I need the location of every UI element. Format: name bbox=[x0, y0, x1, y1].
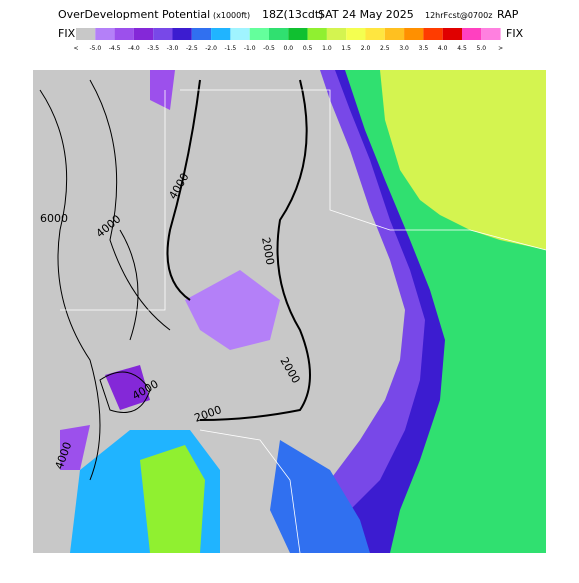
color-swatch bbox=[442, 28, 462, 40]
color-swatch bbox=[288, 28, 308, 40]
lower-blue bbox=[270, 440, 370, 553]
header: OverDevelopment Potential (x1000ft) 18Z(… bbox=[58, 8, 524, 40]
colorbar-label: -0.5 bbox=[263, 45, 275, 52]
contour-label: 2000 bbox=[259, 236, 277, 266]
colorbar-label: -2.0 bbox=[205, 45, 217, 52]
colorbar-label: -5.0 bbox=[89, 45, 101, 52]
color-swatch bbox=[404, 28, 424, 40]
title: OverDevelopment Potential bbox=[58, 8, 210, 21]
colorbar: < -5.0 -4.5 -4.0 -3.5 -3.0 -2.5 -2.0 -1.5 -1.0 -0.… bbox=[73, 28, 503, 52]
color-swatch bbox=[326, 28, 347, 40]
colorbar-label: 2.5 bbox=[380, 45, 390, 52]
colorbar-label: 2.0 bbox=[361, 45, 371, 52]
contour-line bbox=[119, 229, 139, 341]
fix-left: FIX bbox=[58, 27, 76, 40]
contour-line bbox=[199, 79, 311, 421]
color-swatch bbox=[269, 28, 289, 40]
color-swatch bbox=[76, 28, 96, 40]
colorbar-label: > bbox=[498, 45, 503, 52]
purple-patch bbox=[185, 270, 280, 350]
color-swatch bbox=[153, 28, 173, 40]
color-swatch bbox=[462, 28, 482, 40]
colorbar-label: -2.5 bbox=[186, 45, 198, 52]
color-swatch bbox=[133, 28, 154, 40]
color-swatch bbox=[481, 28, 501, 40]
fix-right: FIX bbox=[506, 27, 524, 40]
colorbar-label: 5.0 bbox=[477, 45, 487, 52]
color-swatch bbox=[346, 28, 366, 40]
color-swatch bbox=[230, 28, 250, 40]
yellow-field bbox=[380, 70, 546, 250]
state-line bbox=[60, 90, 166, 311]
model: RAP bbox=[497, 8, 519, 21]
boundaries bbox=[60, 89, 547, 554]
colorbar-label: -1.0 bbox=[244, 45, 256, 52]
purple-spot bbox=[105, 365, 150, 410]
colorbar-label: 3.0 bbox=[399, 45, 409, 52]
color-swatch bbox=[191, 28, 212, 40]
contour-line bbox=[99, 371, 151, 413]
date: SAT 24 May 2025 bbox=[318, 8, 414, 21]
units: (x1000ft) bbox=[213, 11, 250, 20]
contour-line bbox=[39, 89, 101, 481]
time: 18Z(13cdt) bbox=[262, 8, 323, 21]
color-swatch bbox=[423, 28, 443, 40]
colorbar-label: -1.5 bbox=[225, 45, 237, 52]
color-swatch bbox=[114, 28, 134, 40]
colorbar-label: 0.0 bbox=[284, 45, 294, 52]
colorbar-label: -4.0 bbox=[128, 45, 140, 52]
colorbar-label: 4.5 bbox=[457, 45, 467, 52]
contour-label: 6000 bbox=[40, 212, 68, 225]
sw-green bbox=[140, 445, 205, 553]
contours bbox=[39, 79, 311, 481]
contour-line bbox=[89, 79, 171, 331]
color-swatch bbox=[307, 28, 327, 40]
colorbar-label: -4.5 bbox=[109, 45, 121, 52]
colorbar-label: -3.0 bbox=[167, 45, 179, 52]
colorbar-label: -3.5 bbox=[147, 45, 159, 52]
state-line bbox=[180, 89, 547, 251]
colorbar-label: < bbox=[73, 45, 78, 52]
colorbar-label: 1.5 bbox=[341, 45, 351, 52]
color-swatch bbox=[172, 28, 192, 40]
north-purple bbox=[150, 70, 175, 110]
color-swatch bbox=[95, 28, 115, 40]
colorbar-label: 0.5 bbox=[303, 45, 313, 52]
color-swatch bbox=[211, 28, 231, 40]
forecast: 12hrFcst@0700z bbox=[425, 11, 492, 20]
color-swatch bbox=[249, 28, 269, 40]
contour-line bbox=[166, 79, 201, 301]
colorbar-label: 4.0 bbox=[438, 45, 448, 52]
colorbar-label: 3.5 bbox=[419, 45, 429, 52]
map: 6000 4000 4000 2000 2000 4000 2000 4000 bbox=[33, 70, 547, 554]
color-swatch bbox=[365, 28, 385, 40]
sw-purple bbox=[60, 425, 90, 470]
border bbox=[199, 429, 301, 554]
colorbar-label: 1.0 bbox=[322, 45, 332, 52]
color-swatch bbox=[384, 28, 405, 40]
